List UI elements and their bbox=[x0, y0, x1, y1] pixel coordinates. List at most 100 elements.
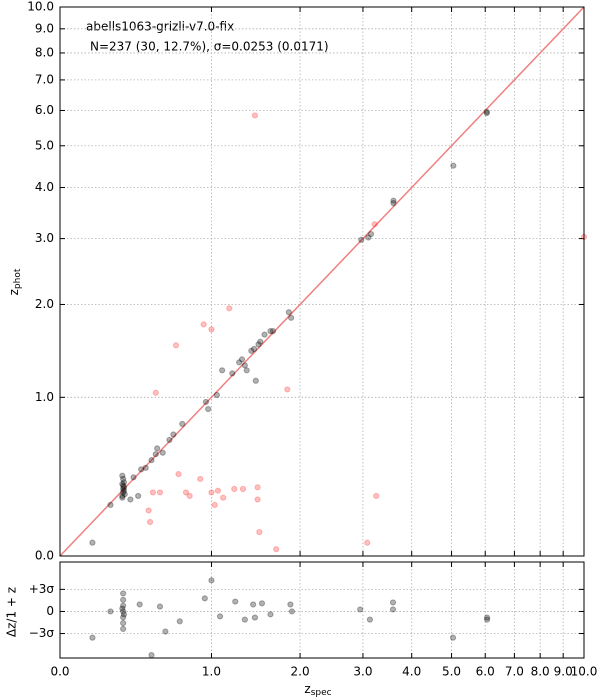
point bbox=[152, 389, 159, 396]
point bbox=[166, 436, 173, 444]
x-tick-label: 7.0 bbox=[505, 665, 524, 679]
point bbox=[120, 614, 127, 621]
point bbox=[149, 489, 157, 496]
point bbox=[373, 492, 380, 500]
point bbox=[148, 457, 155, 464]
point bbox=[119, 480, 126, 488]
point bbox=[220, 494, 227, 501]
point bbox=[219, 367, 226, 374]
point bbox=[483, 614, 491, 621]
y-tick-label: 3.0 bbox=[35, 231, 54, 245]
x-tick-label: 6.0 bbox=[476, 665, 495, 679]
point bbox=[107, 501, 114, 509]
point bbox=[120, 608, 127, 615]
point bbox=[120, 475, 127, 483]
point bbox=[250, 345, 258, 353]
point bbox=[365, 234, 372, 241]
point bbox=[389, 606, 397, 613]
point bbox=[121, 491, 128, 498]
point bbox=[236, 359, 243, 366]
x-tick-label: 3.0 bbox=[353, 665, 372, 679]
point bbox=[254, 484, 261, 491]
y-tick-label: 7.0 bbox=[35, 72, 54, 86]
point bbox=[449, 634, 457, 641]
x-tick-label: 8.0 bbox=[531, 665, 550, 679]
y-tick-label: 5.0 bbox=[35, 138, 54, 152]
point bbox=[179, 420, 186, 428]
point bbox=[145, 507, 152, 514]
point bbox=[371, 221, 378, 228]
point bbox=[250, 601, 257, 608]
y-tick-label: 0.0 bbox=[35, 549, 54, 563]
point bbox=[119, 492, 126, 500]
point bbox=[251, 614, 259, 621]
point bbox=[229, 370, 236, 377]
point bbox=[120, 482, 127, 489]
point bbox=[200, 321, 207, 328]
point bbox=[267, 328, 274, 335]
plot-frame bbox=[59, 561, 585, 659]
point bbox=[119, 605, 126, 612]
point bbox=[248, 347, 255, 354]
point bbox=[256, 529, 263, 536]
point bbox=[257, 338, 264, 345]
point bbox=[390, 197, 397, 204]
y-axis-label: Δz/1 + z bbox=[5, 587, 19, 637]
x-tick-label: 9.0 bbox=[554, 665, 573, 679]
point bbox=[241, 616, 248, 623]
y-label-main: z bbox=[7, 289, 21, 295]
point bbox=[120, 485, 127, 493]
point bbox=[284, 386, 291, 393]
point bbox=[138, 466, 145, 473]
point bbox=[358, 236, 365, 243]
point bbox=[146, 518, 154, 526]
point bbox=[135, 492, 142, 500]
y-label-sub: phot bbox=[13, 268, 23, 289]
point bbox=[201, 595, 208, 602]
point bbox=[208, 326, 215, 333]
point bbox=[364, 539, 371, 546]
point bbox=[483, 616, 491, 623]
x-label-sub: spec bbox=[311, 688, 332, 698]
point bbox=[120, 596, 127, 603]
point bbox=[357, 606, 364, 613]
point bbox=[148, 651, 155, 659]
y-tick-label: 2.0 bbox=[35, 297, 54, 311]
one-to-one-line bbox=[59, 6, 585, 557]
point bbox=[232, 598, 239, 605]
y-tick-label: 0 bbox=[46, 604, 54, 618]
point bbox=[120, 590, 127, 597]
x-axis-label: zspec bbox=[304, 682, 331, 698]
y-tick-label: 4.0 bbox=[35, 180, 54, 194]
point bbox=[213, 391, 220, 399]
x-label-main: z bbox=[304, 682, 310, 696]
point bbox=[255, 341, 262, 348]
point bbox=[120, 611, 128, 618]
point bbox=[251, 112, 259, 119]
point bbox=[261, 331, 268, 338]
x-tick-label: 4.0 bbox=[402, 665, 421, 679]
point bbox=[120, 619, 127, 627]
point bbox=[450, 162, 457, 169]
point bbox=[119, 472, 126, 479]
y-axis-label: zphot bbox=[7, 268, 23, 295]
point bbox=[186, 492, 193, 500]
point bbox=[120, 484, 128, 491]
point bbox=[267, 611, 274, 618]
chart-title: abells1063-grizli-v7.0-fix bbox=[86, 20, 234, 34]
x-tick-label: 1.0 bbox=[202, 665, 221, 679]
x-tick-label: 2.0 bbox=[291, 665, 310, 679]
point bbox=[238, 356, 246, 363]
point bbox=[287, 601, 294, 608]
x-tick-label: 0.0 bbox=[50, 665, 69, 679]
point bbox=[367, 230, 375, 238]
point bbox=[172, 342, 180, 349]
point bbox=[136, 601, 143, 608]
point bbox=[208, 577, 215, 584]
y-tick-label: 6.0 bbox=[35, 103, 54, 117]
x-tick-label: 5.0 bbox=[442, 665, 461, 679]
x-tick-label: 10.0 bbox=[571, 665, 598, 679]
y-tick-label: 1.0 bbox=[35, 390, 54, 404]
point bbox=[366, 616, 374, 623]
point bbox=[130, 474, 137, 481]
